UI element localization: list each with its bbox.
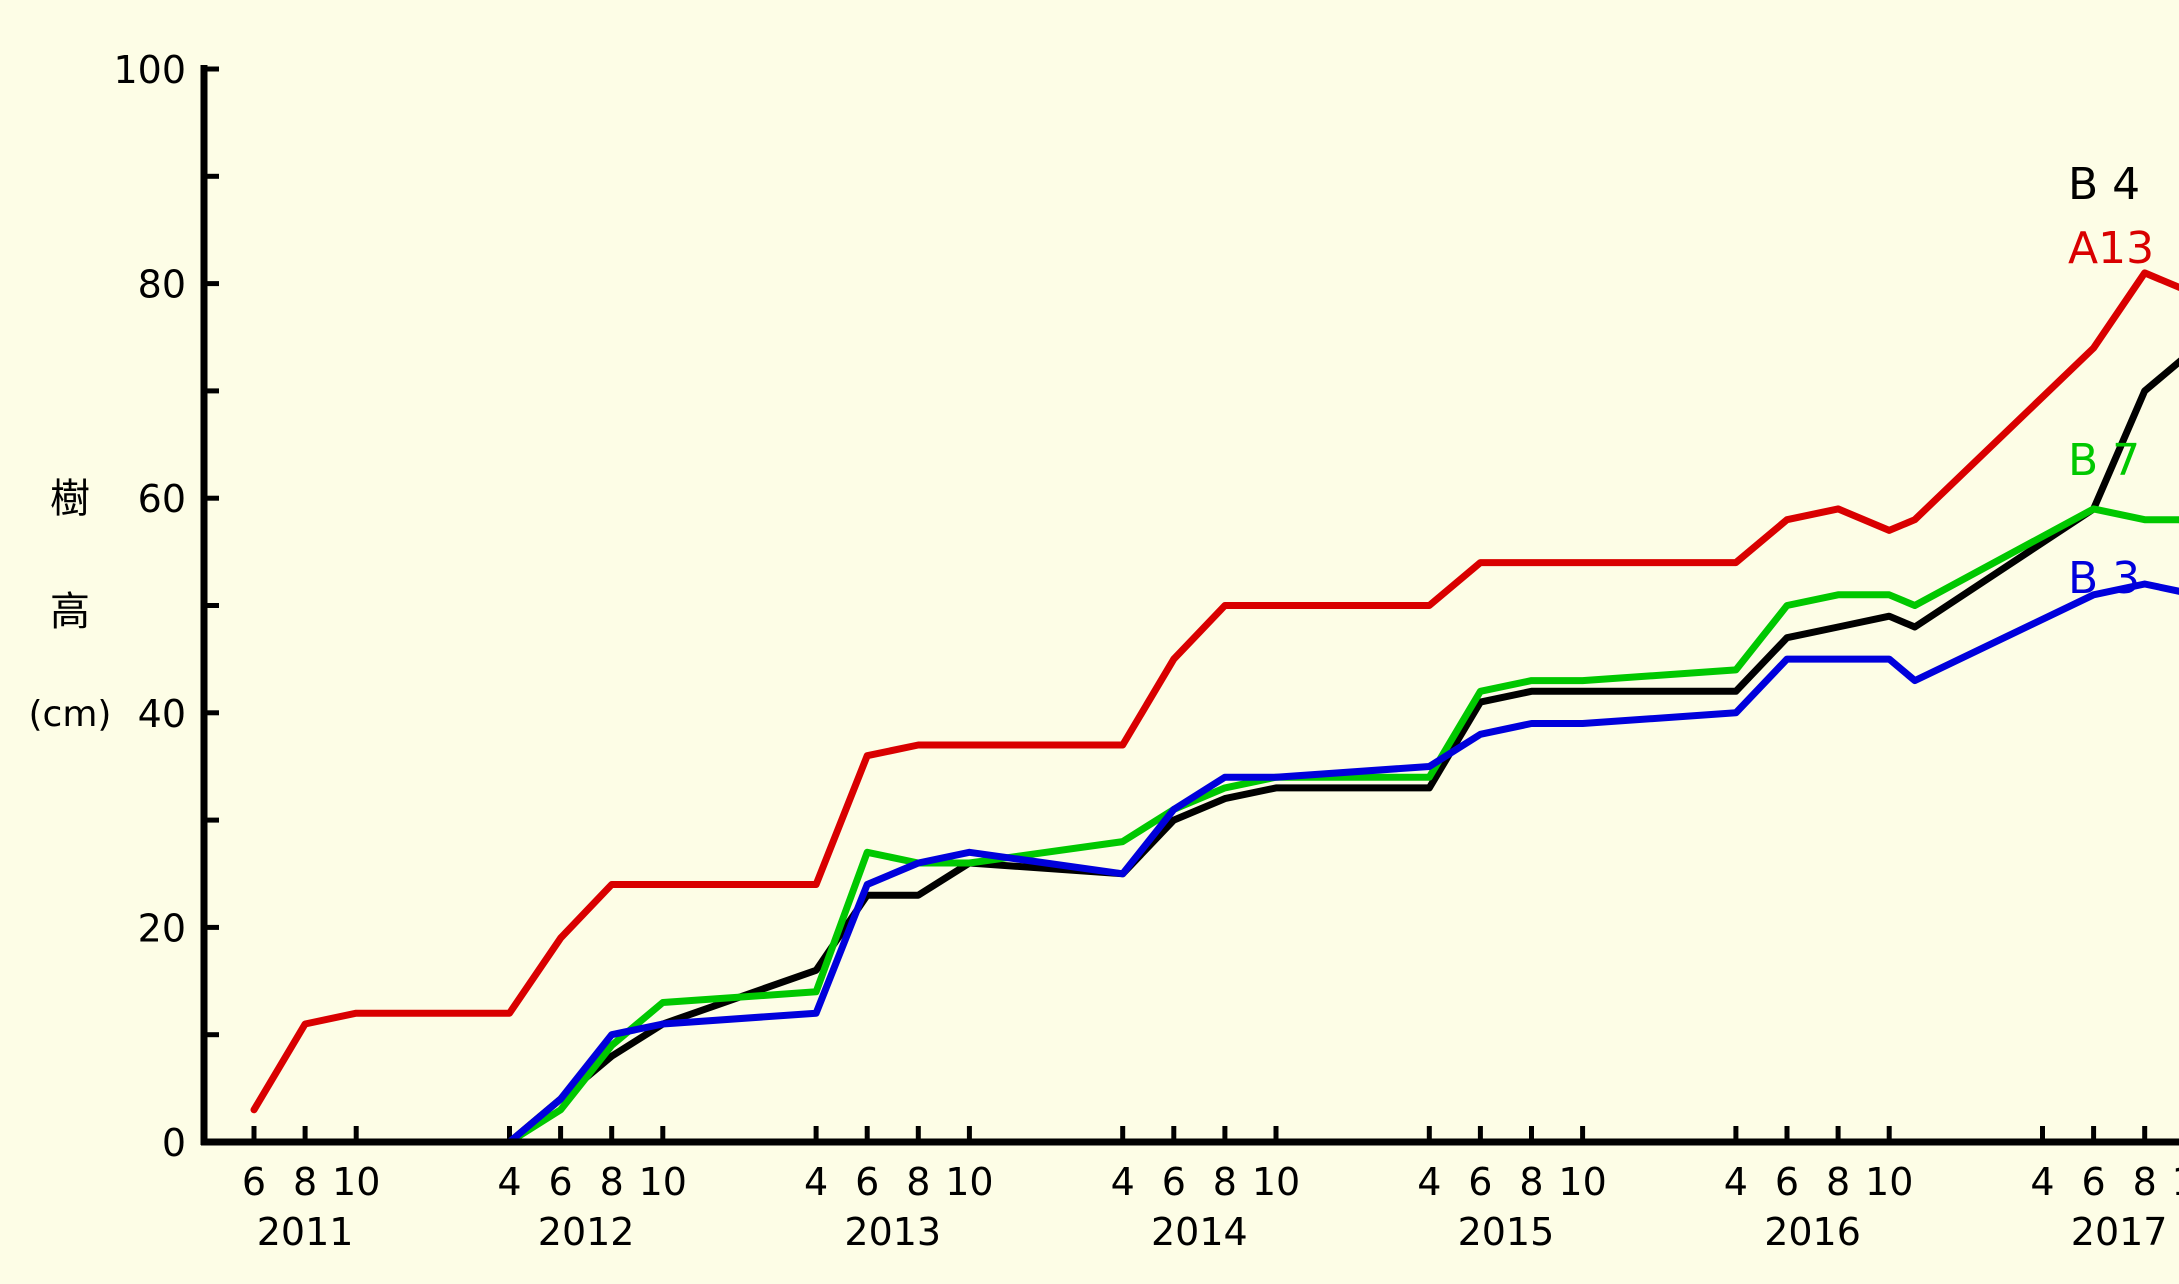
series-line	[506, 580, 2179, 1146]
x-tick-label: 10	[1865, 1160, 1913, 1204]
y-tick-label: 60	[138, 477, 186, 521]
x-tick-label: 8	[1519, 1160, 1543, 1204]
x-tick-label: 6	[855, 1160, 879, 1204]
x-tick-label: 6	[242, 1160, 266, 1204]
x-tick-label: 10	[945, 1160, 993, 1204]
series-label: B 7	[2068, 435, 2140, 486]
x-tick-label: 6	[549, 1160, 573, 1204]
y-axis-label: 樹高 (cm)	[29, 476, 112, 735]
x-tick-label: 10	[639, 1160, 687, 1204]
y-tick-label: 80	[138, 263, 186, 307]
x-year-label: 2014	[1151, 1210, 1248, 1254]
series-label: A13	[2068, 223, 2154, 274]
x-tick-label: 6	[1162, 1160, 1186, 1204]
x-tick-label: 10	[1252, 1160, 1300, 1204]
series-line	[250, 269, 2179, 1114]
x-tick-label: 8	[906, 1160, 930, 1204]
series-labels: B 4 A13 B 7 B 3	[2068, 159, 2154, 604]
x-year-label: 2016	[1764, 1210, 1861, 1254]
y-tick-label: 20	[138, 906, 186, 950]
y-tick-label: 40	[138, 692, 186, 736]
x-tick-label: 4	[2030, 1160, 2054, 1204]
x-tick-label: 4	[804, 1160, 828, 1204]
x-year-label: 2015	[1458, 1210, 1555, 1254]
x-year-label: 2017	[2071, 1210, 2168, 1254]
x-tick-label: 4	[1417, 1160, 1441, 1204]
x-tick-label: 8	[1826, 1160, 1850, 1204]
x-tick-label: 10	[1558, 1160, 1606, 1204]
x-tick-label: 10	[2172, 1160, 2179, 1204]
x-tick-label: 6	[1775, 1160, 1799, 1204]
data-series	[250, 269, 2179, 1146]
y-axis-label-char: (cm)	[29, 694, 112, 735]
x-year-label: 2011	[257, 1210, 354, 1254]
series-label: B 3	[2068, 553, 2140, 604]
x-tick-label: 8	[600, 1160, 624, 1204]
x-tick-label: 6	[1468, 1160, 1492, 1204]
y-tick-label: 0	[162, 1121, 186, 1165]
x-tick-label: 8	[293, 1160, 317, 1204]
series-line	[506, 505, 2179, 1146]
x-year-label: 2012	[538, 1210, 635, 1254]
x-tick-label: 4	[497, 1160, 521, 1204]
x-tick-label: 8	[1213, 1160, 1237, 1204]
x-tick-label: 4	[1724, 1160, 1748, 1204]
x-year-label: 2013	[844, 1210, 941, 1254]
y-axis-label-char: 樹	[50, 476, 90, 522]
x-tick-label: 8	[2133, 1160, 2157, 1204]
y-axis-label-char: 高	[50, 589, 90, 635]
y-tick-label: 100	[113, 48, 186, 92]
series-label: B 4	[2068, 159, 2140, 210]
x-tick-label: 4	[1111, 1160, 1135, 1204]
x-axis-ticks: 6810468104681046810468104681046810462011…	[242, 1126, 2179, 1254]
x-tick-label: 10	[332, 1160, 380, 1204]
x-tick-label: 6	[2082, 1160, 2106, 1204]
